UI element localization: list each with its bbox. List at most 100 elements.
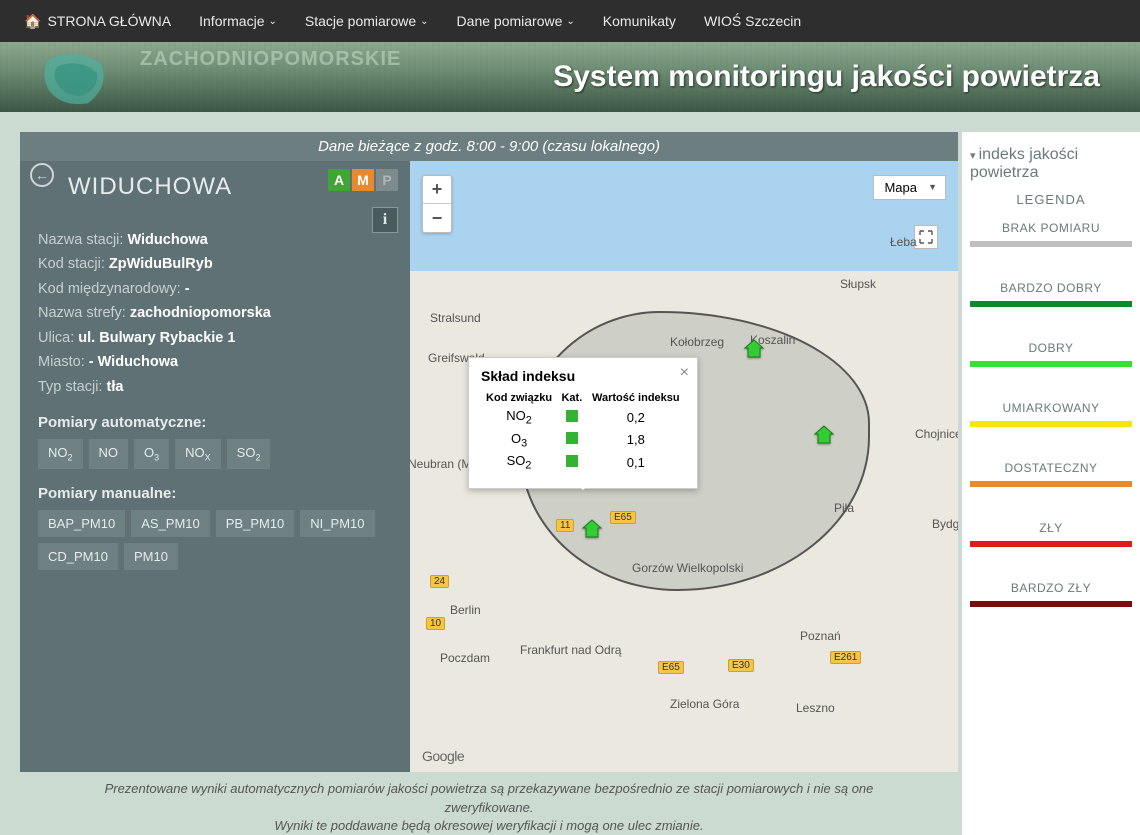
- manual-chip-3[interactable]: NI_PM10: [300, 510, 374, 537]
- station-field-0: Nazwa stacji: Widuchowa: [38, 229, 398, 251]
- popup-table: Kod związku Kat. Wartość indeksu NO20,2O…: [481, 390, 685, 474]
- nav-item-1[interactable]: Stacje pomiarowe⌄: [291, 0, 443, 42]
- legend-label-3: UMIARKOWANY: [970, 401, 1132, 415]
- fullscreen-icon: [919, 230, 933, 244]
- auto-chips: NO2NOO3NOXSO2: [38, 439, 398, 469]
- manual-chip-2[interactable]: PB_PM10: [216, 510, 295, 537]
- legend-label-6: BARDZO ZŁY: [970, 581, 1132, 595]
- banner: ZACHODNIOPOMORSKIE System monitoringu ja…: [0, 42, 1140, 112]
- badge-manual[interactable]: M: [352, 169, 374, 191]
- city-label: Chojnice: [915, 427, 958, 441]
- city-label: Stralsund: [430, 311, 481, 325]
- legend-bar-2: [970, 361, 1132, 367]
- manual-chip-5[interactable]: PM10: [124, 543, 178, 570]
- station-field-1: Kod stacji: ZpWiduBulRyb: [38, 253, 398, 275]
- chevron-down-icon: ⌄: [268, 16, 276, 27]
- road-badge: E261: [830, 651, 861, 664]
- auto-chip-1[interactable]: NO: [89, 439, 129, 469]
- road-badge: 24: [430, 575, 449, 588]
- legend-label-2: DOBRY: [970, 341, 1132, 355]
- legend-label-4: DOSTATECZNY: [970, 461, 1132, 475]
- manual-heading: Pomiary manualne:: [38, 485, 398, 502]
- time-bar: Dane bieżące z godz. 8:00 - 9:00 (czasu …: [20, 132, 958, 161]
- zoom-control: + −: [422, 175, 452, 233]
- legend-label-1: BARDZO DOBRY: [970, 281, 1132, 295]
- popup-th-kat: Kat.: [557, 390, 587, 406]
- city-label: Kołobrzeg: [670, 335, 724, 349]
- city-label: Poznań: [800, 629, 841, 643]
- city-label: Poczdam: [440, 651, 490, 665]
- city-label: Zielona Góra: [670, 697, 739, 711]
- station-panel: ← WIDUCHOWA A M P i Nazwa stacji: Widuch…: [20, 161, 410, 772]
- badge-auto[interactable]: A: [328, 169, 350, 191]
- station-marker[interactable]: [812, 423, 836, 447]
- legend-label-5: ZŁY: [970, 521, 1132, 535]
- popup-title: Skład indeksu: [481, 368, 685, 384]
- home-icon: 🏠: [24, 13, 41, 30]
- city-label: Frankfurt nad Odrą: [520, 643, 621, 657]
- chevron-down-icon: ⌄: [566, 16, 574, 27]
- station-field-3: Nazwa strefy: zachodniopomorska: [38, 302, 398, 324]
- road-badge: E30: [728, 659, 754, 672]
- nav-item-2[interactable]: Dane pomiarowe⌄: [443, 0, 589, 42]
- station-type-badges: A M P: [328, 169, 398, 191]
- city-label: Bydg: [932, 517, 958, 531]
- station-field-6: Typ stacji: tła: [38, 376, 398, 398]
- auto-chip-0[interactable]: NO2: [38, 439, 83, 469]
- badge-passive[interactable]: P: [376, 169, 398, 191]
- nav-item-4[interactable]: WIOŚ Szczecin: [690, 0, 815, 42]
- chevron-down-icon: ⌄: [420, 16, 428, 27]
- fullscreen-button[interactable]: [914, 225, 938, 249]
- disclaimer: Prezentowane wyniki automatycznych pomia…: [20, 772, 958, 835]
- popup-row: SO20,1: [481, 451, 685, 474]
- manual-chip-4[interactable]: CD_PM10: [38, 543, 118, 570]
- station-field-5: Miasto: - Widuchowa: [38, 351, 398, 373]
- map-type-dropdown[interactable]: Mapa: [873, 175, 946, 200]
- legend-title[interactable]: indeks jakości powietrza: [970, 142, 1132, 192]
- back-button[interactable]: ←: [30, 163, 54, 187]
- nav-home[interactable]: 🏠 STRONA GŁÓWNA: [10, 0, 185, 42]
- popup-th-kod: Kod związku: [481, 390, 557, 406]
- city-label: Słupsk: [840, 277, 876, 291]
- popup-row: NO20,2: [481, 406, 685, 429]
- nav-item-0[interactable]: Informacje⌄: [185, 0, 291, 42]
- legend-bar-4: [970, 481, 1132, 487]
- nav-item-3[interactable]: Komunikaty: [589, 0, 690, 42]
- legend-label-0: BRAK POMIARU: [970, 221, 1132, 235]
- manual-chip-0[interactable]: BAP_PM10: [38, 510, 125, 537]
- station-marker[interactable]: [580, 517, 604, 541]
- auto-chip-2[interactable]: O3: [134, 439, 169, 469]
- city-label: Leszno: [796, 701, 835, 715]
- legend-bar-5: [970, 541, 1132, 547]
- legend-bar-3: [970, 421, 1132, 427]
- disclaimer-line-2: Wyniki te poddawane będą okresowej weryf…: [60, 817, 918, 835]
- info-button[interactable]: i: [372, 207, 398, 233]
- popup-close-button[interactable]: ×: [680, 364, 689, 382]
- legend-bar-1: [970, 301, 1132, 307]
- station-field-4: Ulica: ul. Bulwary Rybackie 1: [38, 327, 398, 349]
- road-badge: 11: [556, 519, 574, 532]
- city-label: Łeba: [890, 235, 917, 249]
- auto-chip-4[interactable]: SO2: [227, 439, 271, 469]
- auto-heading: Pomiary automatyczne:: [38, 414, 398, 431]
- auto-chip-3[interactable]: NOX: [175, 439, 221, 469]
- manual-chip-1[interactable]: AS_PM10: [131, 510, 210, 537]
- city-label: Berlin: [450, 603, 481, 617]
- top-nav: 🏠 STRONA GŁÓWNA Informacje⌄Stacje pomiar…: [0, 0, 1140, 42]
- map[interactable]: + − Mapa SłupskKoszalinKołobrzegStralsun…: [410, 161, 958, 772]
- station-marker[interactable]: [742, 337, 766, 361]
- legend-bar-0: [970, 241, 1132, 247]
- zoom-in-button[interactable]: +: [423, 176, 451, 204]
- road-badge: 10: [426, 617, 445, 630]
- region-logo-icon: [30, 42, 120, 112]
- popup-th-wart: Wartość indeksu: [587, 390, 685, 406]
- city-label: Gorzów Wielkopolski: [632, 561, 743, 575]
- main: Dane bieżące z godz. 8:00 - 9:00 (czasu …: [0, 112, 1140, 835]
- legend-panel: indeks jakości powietrza LEGENDA BRAK PO…: [958, 132, 1140, 835]
- banner-title: System monitoringu jakości powietrza: [553, 60, 1100, 94]
- legend-bar-6: [970, 601, 1132, 607]
- road-badge: E65: [610, 511, 636, 524]
- road-badge: E65: [658, 661, 684, 674]
- left-and-map: ← WIDUCHOWA A M P i Nazwa stacji: Widuch…: [20, 161, 958, 772]
- zoom-out-button[interactable]: −: [423, 204, 451, 232]
